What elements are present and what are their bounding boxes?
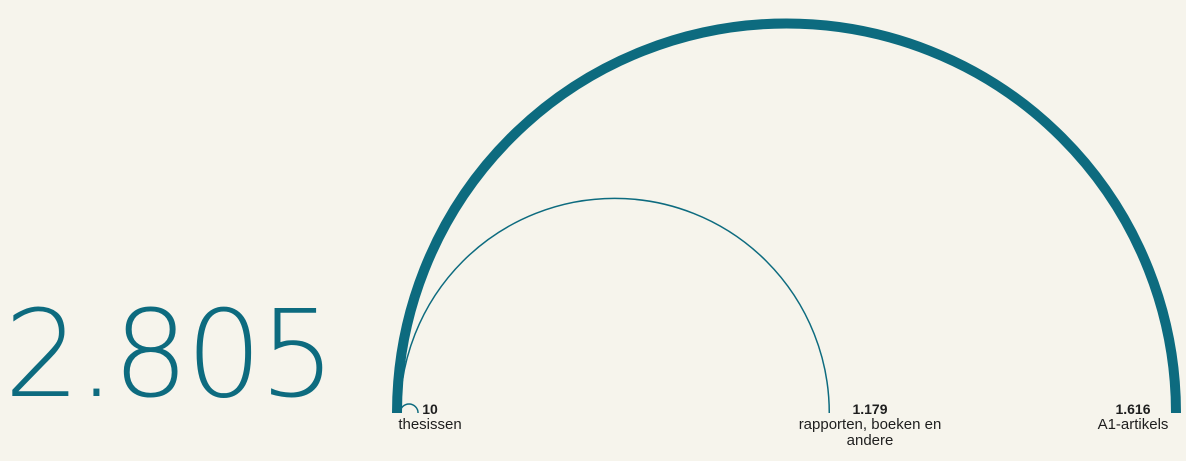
value-thesissen: 10 bbox=[422, 401, 438, 417]
value-a1-artikels: 1.616 bbox=[1115, 401, 1151, 417]
arc-rapporten-boeken-en-andere bbox=[399, 198, 831, 414]
label-thesissen: 10 thesissen bbox=[380, 401, 480, 433]
name-rapporten-boeken-en-andere: rapporten, boeken en andere bbox=[798, 416, 942, 449]
arc-a1-artikels bbox=[392, 18, 1181, 414]
value-rapporten-boeken-en-andere: 1.179 bbox=[852, 401, 888, 417]
label-a1-artikels: 1.616 A1-artikels bbox=[1080, 401, 1186, 433]
name-a1-artikels: A1-artikels bbox=[1097, 416, 1169, 433]
label-rapporten-boeken-en-andere: 1.179 rapporten, boeken en andere bbox=[780, 401, 960, 449]
total-value: 2.805 bbox=[4, 286, 336, 425]
name-thesissen: thesissen bbox=[398, 416, 462, 433]
